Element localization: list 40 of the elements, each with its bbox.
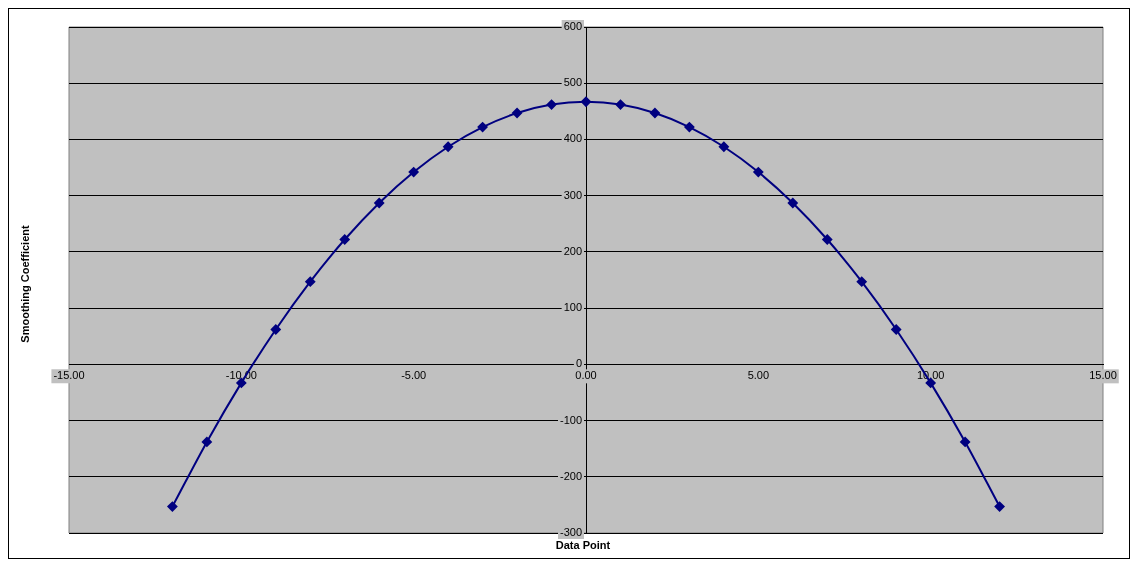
y-tick-label: -200 [559, 469, 583, 482]
point [718, 141, 729, 152]
point [684, 122, 695, 133]
y-tick-label: 500 [563, 76, 583, 89]
point [408, 167, 419, 178]
point [649, 108, 660, 119]
point [994, 501, 1005, 512]
point [443, 141, 454, 152]
x-tick-label: 15.00 [1089, 369, 1117, 382]
y-tick-label: 100 [563, 301, 583, 314]
point [960, 436, 971, 447]
y-tick-label: -100 [559, 413, 583, 426]
x-tick-label: 0.00 [575, 369, 597, 382]
point [374, 197, 385, 208]
x-tick-label: 5.00 [747, 369, 770, 382]
y-tick-label: 600 [563, 20, 583, 33]
point [891, 324, 902, 335]
point [512, 108, 523, 119]
point [339, 234, 350, 245]
y-axis-title: Smoothing Coefficient [19, 224, 32, 343]
point [167, 501, 178, 512]
x-axis-title: Data Point [554, 539, 612, 551]
point [201, 436, 212, 447]
point [753, 167, 764, 178]
y-tick-label: 300 [563, 188, 583, 201]
point [270, 324, 281, 335]
point [856, 276, 867, 287]
y-tick-label: 200 [563, 244, 583, 257]
y-tick-label: -300 [559, 526, 583, 539]
point [581, 96, 591, 107]
point [787, 197, 798, 208]
x-tick-label: -15.00 [53, 369, 85, 382]
point [615, 99, 626, 110]
point [477, 122, 488, 133]
y-tick-label: 0 [575, 357, 583, 370]
point [305, 276, 316, 287]
y-tick-label: 400 [563, 132, 583, 145]
x-tick-label: -5.00 [401, 369, 427, 382]
point [546, 99, 557, 110]
point [822, 234, 833, 245]
